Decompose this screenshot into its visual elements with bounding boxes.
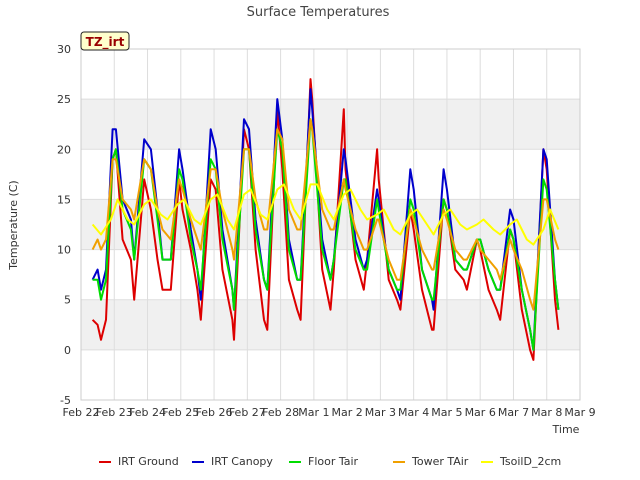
legend-label: TsoilD_2cm: [499, 455, 561, 468]
legend-label: Floor Tair: [308, 455, 359, 468]
x-tick-label: Feb 22: [63, 406, 100, 419]
x-tick-label: Feb 28: [262, 406, 299, 419]
x-tick-label: Mar 4: [398, 406, 429, 419]
x-tick-label: Mar 7: [498, 406, 529, 419]
y-tick-label: 20: [57, 143, 71, 156]
series-line-tsoild-2cm: [91, 183, 560, 246]
background-band: [81, 199, 580, 250]
x-axis-label: Time: [552, 423, 580, 436]
x-tick-label: Feb 27: [229, 406, 266, 419]
chart-title: Surface Temperatures: [247, 5, 390, 20]
legend: IRT Ground IRT Canopy Floor Tair Tower TAir…: [99, 455, 561, 468]
plot-background: [81, 49, 580, 400]
x-tick-label: Feb 25: [162, 406, 199, 419]
x-tick-label: Feb 24: [129, 406, 166, 419]
x-tick-label: Feb 26: [196, 406, 233, 419]
background-band: [81, 99, 580, 150]
legend-label: IRT Ground: [118, 455, 179, 468]
x-tick-label: Mar 3: [365, 406, 396, 419]
y-tick-label: 5: [64, 294, 71, 307]
legend-label: IRT Canopy: [211, 455, 273, 468]
y-tick-label: 30: [57, 43, 71, 56]
legend-label: Tower TAir: [411, 455, 469, 468]
x-tick-label: Mar 9: [564, 406, 595, 419]
x-tick-label: Feb 23: [96, 406, 133, 419]
x-tick-label: Mar 2: [332, 406, 363, 419]
annotation-box: TZ_irt: [80, 31, 130, 51]
y-tick-label: -5: [60, 394, 71, 407]
annotation-text: TZ_irt: [86, 35, 125, 50]
annotation-background: [80, 31, 130, 51]
y-tick-label: 15: [57, 193, 71, 206]
series-line-floor-tair: [92, 118, 560, 351]
plot-frame: [80, 48, 581, 401]
y-tick-label: 10: [57, 244, 71, 257]
x-tick-label: Mar 1: [298, 406, 329, 419]
x-tick-label: Mar 6: [465, 406, 496, 419]
y-tick-label: 25: [57, 93, 71, 106]
x-tick-label: Mar 5: [431, 406, 462, 419]
series-lines: [91, 78, 560, 361]
series-line-tower-tair: [91, 118, 560, 311]
x-tick-label: Mar 8: [531, 406, 562, 419]
y-axis-label: Temperature (C): [7, 180, 20, 270]
y-tick-label: 0: [64, 344, 71, 357]
